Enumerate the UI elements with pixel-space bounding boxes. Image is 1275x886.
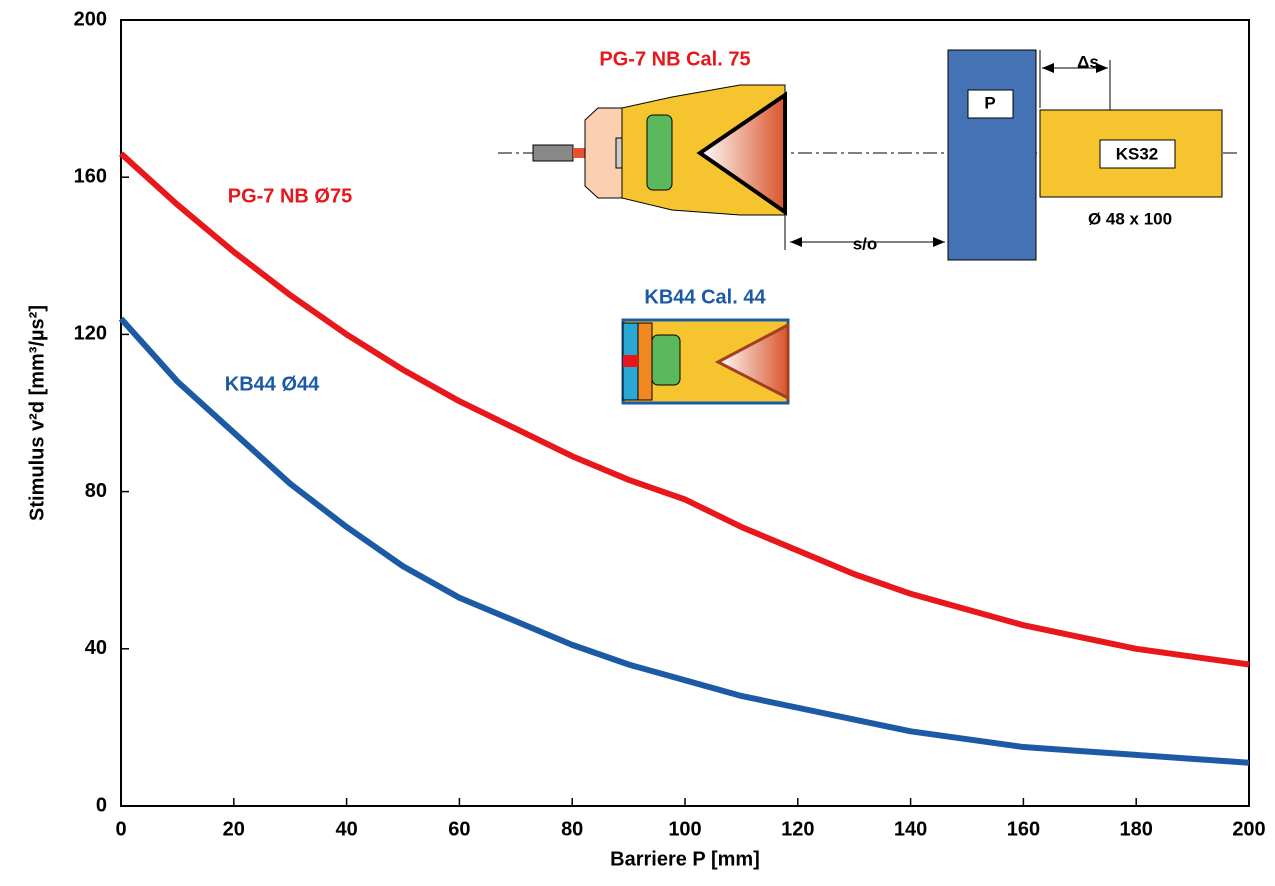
x-tick-label: 120 bbox=[781, 818, 814, 840]
y-tick-label: 200 bbox=[74, 8, 107, 30]
x-tick-label: 200 bbox=[1232, 818, 1265, 840]
y-tick-label: 160 bbox=[74, 165, 107, 187]
x-tick-label: 140 bbox=[894, 818, 927, 840]
series-label: PG-7 NB Ø75 bbox=[228, 185, 352, 207]
x-tick-label: 40 bbox=[335, 818, 357, 840]
pg7-diagram bbox=[498, 49, 1240, 261]
annotation: P bbox=[984, 93, 995, 112]
x-tick-label: 80 bbox=[561, 818, 583, 840]
y-axis-label: Stimulus v²d [mm³/µs²] bbox=[26, 305, 48, 521]
annotation: KB44 Cal. 44 bbox=[644, 286, 766, 308]
y-tick-label: 120 bbox=[74, 323, 107, 345]
y-tick-label: 80 bbox=[85, 480, 107, 502]
line bbox=[118, 151, 1250, 668]
x-tick-label: 60 bbox=[448, 818, 470, 840]
x-tick-label: 180 bbox=[1120, 818, 1153, 840]
x-axis-label: Barriere P [mm] bbox=[610, 848, 760, 870]
x-tick-label: 160 bbox=[1007, 818, 1040, 840]
y-tick-label: 0 bbox=[96, 794, 107, 816]
kb44-diagram bbox=[621, 318, 790, 405]
annotation: PG-7 NB Cal. 75 bbox=[599, 48, 750, 70]
x-tick-label: 20 bbox=[223, 818, 245, 840]
y-tick-label: 40 bbox=[85, 637, 107, 659]
annotation: Ø 48 x 100 bbox=[1088, 209, 1172, 228]
line bbox=[118, 316, 1250, 766]
annotation: Δs bbox=[1077, 52, 1099, 71]
series-label: KB44 Ø44 bbox=[225, 373, 320, 395]
x-tick-label: 100 bbox=[668, 818, 701, 840]
annotation: s/o bbox=[853, 234, 878, 253]
x-tick-label: 0 bbox=[115, 818, 126, 840]
annotation: KS32 bbox=[1116, 144, 1159, 163]
